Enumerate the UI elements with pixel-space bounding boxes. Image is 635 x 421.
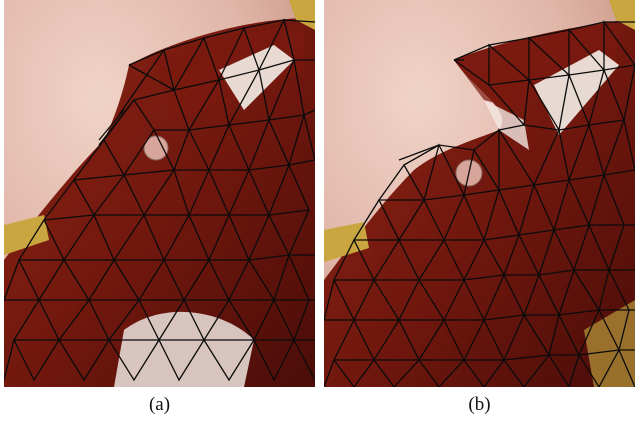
surgical-instrument-icon bbox=[289, 0, 315, 30]
specular-highlight-fold bbox=[484, 100, 529, 150]
panel-b-image bbox=[324, 0, 635, 387]
surgical-instrument-icon bbox=[4, 215, 49, 255]
tissue-marker-icon bbox=[143, 135, 169, 161]
panel-b-scene bbox=[324, 0, 635, 387]
triangle-mesh bbox=[4, 18, 315, 382]
triangle-mesh bbox=[324, 19, 635, 387]
specular-highlight-lower bbox=[114, 311, 254, 387]
specular-highlight bbox=[219, 45, 294, 110]
caption-a: (a) bbox=[148, 394, 171, 415]
panel-a-scene bbox=[4, 0, 315, 387]
panel-a-image bbox=[4, 0, 315, 387]
caption-b: (b) bbox=[468, 394, 491, 415]
surgical-instrument-icon bbox=[584, 300, 635, 387]
surgical-instrument-icon bbox=[324, 222, 369, 262]
